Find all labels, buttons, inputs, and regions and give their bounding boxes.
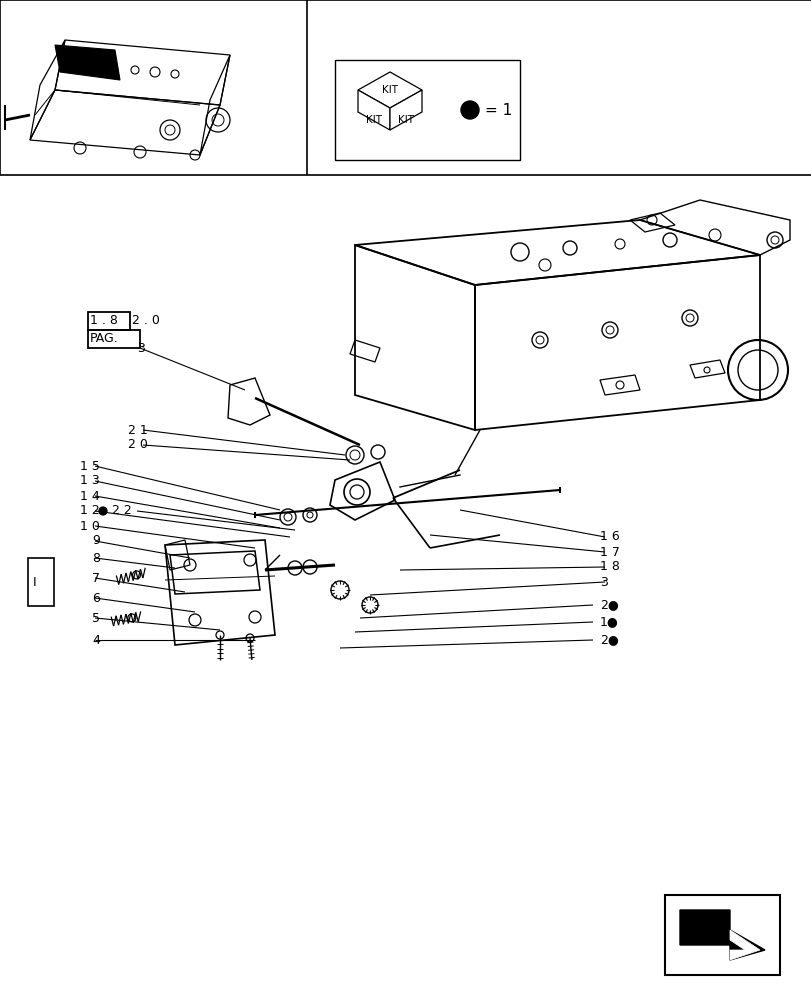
Text: 1 2: 1 2 [80, 504, 100, 518]
Text: 1 3: 1 3 [80, 475, 100, 488]
Text: 2 0: 2 0 [128, 438, 148, 452]
Text: KIT: KIT [397, 115, 414, 125]
Text: 1 4: 1 4 [80, 489, 100, 502]
Text: 2 2: 2 2 [112, 504, 131, 518]
Polygon shape [358, 72, 422, 108]
Text: 1 8: 1 8 [599, 560, 619, 574]
Bar [28, 558, 54, 606]
Text: 1 5: 1 5 [80, 460, 100, 473]
Polygon shape [729, 930, 759, 960]
Circle shape [99, 507, 107, 515]
Text: = 1: = 1 [484, 103, 512, 118]
Text: 3: 3 [599, 576, 607, 588]
Text: KIT: KIT [381, 85, 397, 95]
Polygon shape [358, 90, 389, 130]
Text: PAG.: PAG. [90, 332, 118, 346]
Polygon shape [389, 90, 422, 130]
Text: 7: 7 [92, 572, 100, 584]
Text: 8: 8 [92, 552, 100, 564]
Text: 6: 6 [92, 591, 100, 604]
Text: 1●: 1● [599, 615, 618, 629]
Text: KIT: KIT [366, 115, 381, 125]
Text: 1 . 8: 1 . 8 [90, 314, 118, 328]
Text: 2●: 2● [599, 598, 618, 611]
Text: 1 6: 1 6 [599, 530, 619, 544]
Bar [88, 312, 130, 330]
Text: 4: 4 [92, 634, 100, 647]
Polygon shape [55, 45, 120, 80]
Text: 1 7: 1 7 [599, 546, 619, 558]
Text: 3: 3 [137, 342, 145, 355]
Text: 5: 5 [92, 611, 100, 624]
Polygon shape [679, 910, 764, 960]
Text: 2 1: 2 1 [128, 424, 148, 436]
Circle shape [461, 101, 478, 119]
Text: I: I [33, 576, 36, 588]
Bar [335, 60, 519, 160]
Text: 2 . 0: 2 . 0 [132, 314, 160, 328]
Bar [88, 330, 139, 348]
Text: 1 0: 1 0 [80, 520, 100, 532]
Bar [664, 895, 779, 975]
Text: 9: 9 [92, 534, 100, 548]
Text: 2●: 2● [599, 634, 618, 647]
